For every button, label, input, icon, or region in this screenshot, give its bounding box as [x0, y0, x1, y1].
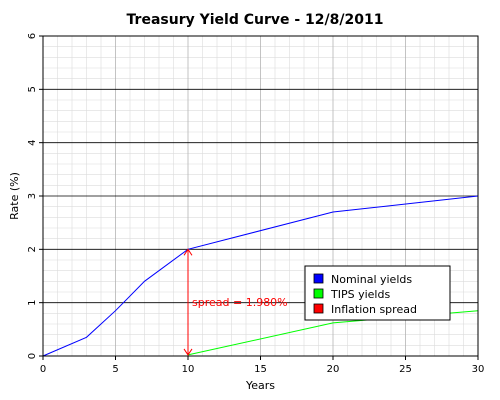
- legend-swatch-2: [313, 303, 324, 314]
- y-tick-label: 1: [27, 299, 38, 305]
- x-tick-label: 20: [327, 364, 340, 375]
- x-tick-label: 15: [254, 364, 267, 375]
- y-tick-label: 0: [27, 353, 38, 359]
- x-tick-label: 30: [472, 364, 485, 375]
- y-tick-label: 5: [27, 86, 38, 92]
- series-line-0: [42, 195, 479, 357]
- spread-arrow-head-bottom: [183, 348, 193, 356]
- y-tick-label: 3: [27, 193, 38, 199]
- axes-layer: 0 5 10 15 20 25 30 0 1 2 3 4 5 6 Years Rate (%): [8, 33, 484, 392]
- x-axis-label: Years: [245, 379, 275, 392]
- legend-swatch-1: [313, 288, 324, 299]
- y-axis-label: Rate (%): [8, 172, 21, 220]
- legend-label-2: Inflation spread: [331, 303, 417, 316]
- legend-label-0: Nominal yields: [331, 273, 412, 286]
- x-tick-label: 0: [40, 364, 46, 375]
- y-tick-label: 6: [27, 33, 38, 39]
- annotation-layer: spread = 1.980%: [183, 248, 288, 356]
- y-tick-label: 4: [27, 139, 38, 145]
- y-tick-label: 2: [27, 246, 38, 252]
- legend: Nominal yields TIPS yields Inflation sprea…: [304, 265, 451, 321]
- x-tick-label: 10: [182, 364, 195, 375]
- legend-label-1: TIPS yields: [330, 288, 390, 301]
- x-tick-label: 25: [399, 364, 412, 375]
- spread-annotation: spread = 1.980%: [192, 296, 288, 309]
- legend-box: [304, 265, 451, 321]
- chart-title: Treasury Yield Curve - 12/8/2011: [127, 12, 384, 28]
- x-tick-label: 5: [112, 364, 118, 375]
- legend-swatch-0: [313, 273, 324, 284]
- spread-arrow-head-top: [183, 248, 193, 256]
